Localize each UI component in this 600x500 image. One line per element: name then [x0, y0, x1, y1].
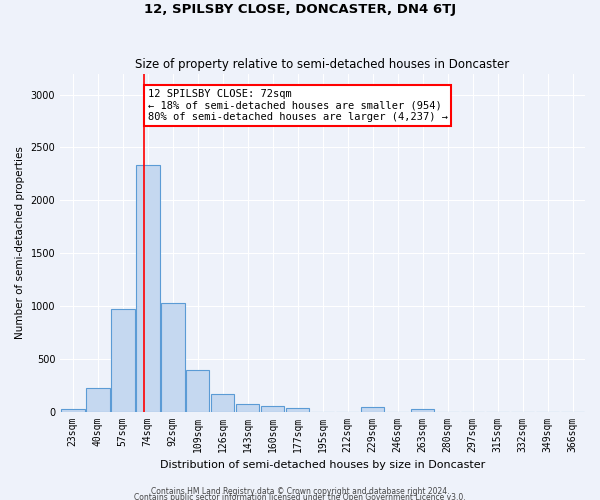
Bar	[186, 370, 209, 412]
Text: Contains HM Land Registry data © Crown copyright and database right 2024.: Contains HM Land Registry data © Crown c…	[151, 487, 449, 496]
X-axis label: Distribution of semi-detached houses by size in Doncaster: Distribution of semi-detached houses by …	[160, 460, 485, 470]
Bar	[86, 388, 110, 411]
Bar	[211, 394, 235, 411]
Bar	[410, 410, 434, 412]
Text: Contains public sector information licensed under the Open Government Licence v3: Contains public sector information licen…	[134, 492, 466, 500]
Bar	[61, 410, 85, 412]
Text: 12 SPILSBY CLOSE: 72sqm
← 18% of semi-detached houses are smaller (954)
80% of s: 12 SPILSBY CLOSE: 72sqm ← 18% of semi-de…	[148, 89, 448, 122]
Bar	[261, 406, 284, 412]
Bar	[161, 303, 185, 412]
Bar	[361, 408, 385, 412]
Bar	[236, 404, 259, 411]
Text: 12, SPILSBY CLOSE, DONCASTER, DN4 6TJ: 12, SPILSBY CLOSE, DONCASTER, DN4 6TJ	[144, 2, 456, 16]
Bar	[286, 408, 310, 412]
Bar	[136, 166, 160, 412]
Bar	[111, 309, 134, 412]
Y-axis label: Number of semi-detached properties: Number of semi-detached properties	[15, 146, 25, 339]
Title: Size of property relative to semi-detached houses in Doncaster: Size of property relative to semi-detach…	[136, 58, 510, 71]
